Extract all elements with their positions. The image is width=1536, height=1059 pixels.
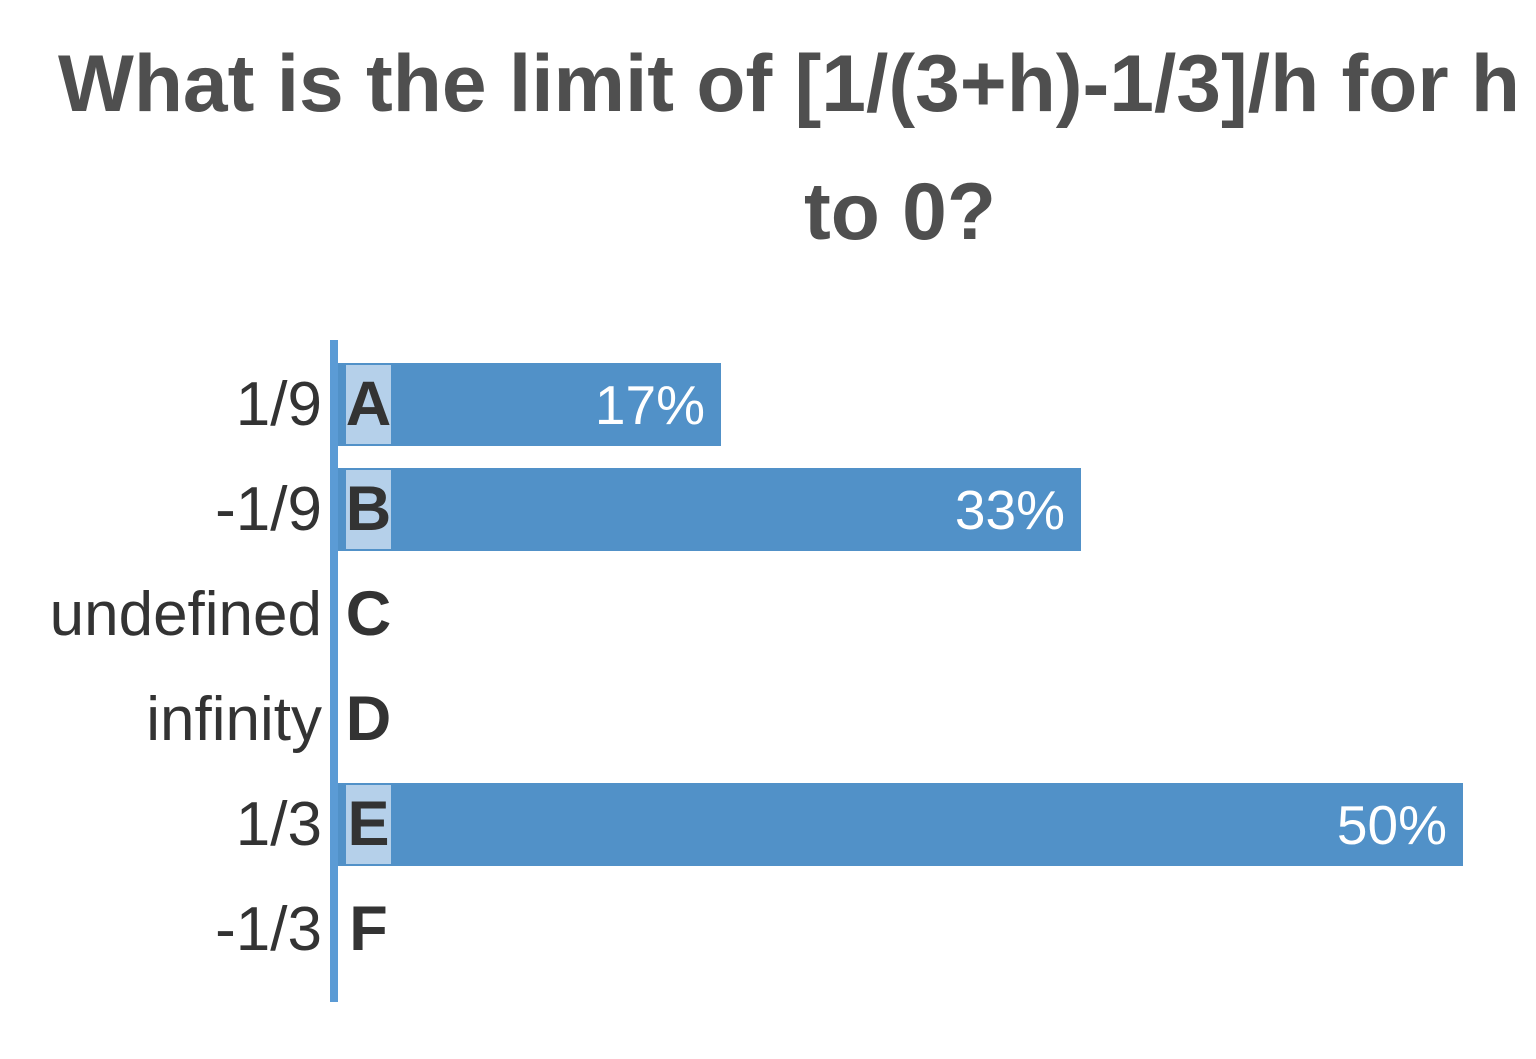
option-letter-chip: E xyxy=(346,785,391,864)
answer-row: 1/3 50% E xyxy=(236,783,1536,866)
answer-row: -1/3 F xyxy=(215,888,1536,971)
option-letter-chip: F xyxy=(346,890,391,969)
option-letter: D xyxy=(345,684,392,754)
option-letter-chip: A xyxy=(346,365,391,444)
option-letter: E xyxy=(347,789,390,859)
results-chart: 1/9 17% A -1/9 33% B undefined C infinit… xyxy=(50,363,1536,971)
answer-label: 1/3 xyxy=(235,790,322,859)
answer-label: -1/9 xyxy=(215,475,322,544)
question-title-line1: What is the limit of [1/(3+h)-1/3]/h for… xyxy=(58,39,1520,129)
answer-label: infinity xyxy=(146,685,322,754)
answer-label: undefined xyxy=(49,580,322,649)
result-bar: 17% xyxy=(338,363,721,446)
option-letter-chip: B xyxy=(346,470,391,549)
question-title-line2: to 0? xyxy=(804,167,996,257)
percentage-label: 50% xyxy=(1336,793,1447,856)
option-letter: F xyxy=(349,894,388,964)
option-letter-chip: C xyxy=(345,575,392,654)
axis-line xyxy=(330,340,338,1002)
option-letter: B xyxy=(345,474,392,544)
answer-row: -1/9 33% B xyxy=(215,468,1536,551)
result-bar: 33% xyxy=(338,468,1081,551)
answer-row: undefined C xyxy=(50,573,1536,656)
option-letter: A xyxy=(345,369,392,439)
percentage-label: 17% xyxy=(594,373,705,436)
answer-row: infinity D xyxy=(146,678,1536,761)
answer-label: 1/9 xyxy=(235,370,322,439)
option-letter-chip: D xyxy=(345,680,392,759)
percentage-label: 33% xyxy=(954,478,1065,541)
answer-row: 1/9 17% A xyxy=(236,363,1536,446)
option-letter: C xyxy=(345,579,392,649)
result-bar: 50% xyxy=(338,783,1463,866)
answer-label: -1/3 xyxy=(215,895,322,964)
